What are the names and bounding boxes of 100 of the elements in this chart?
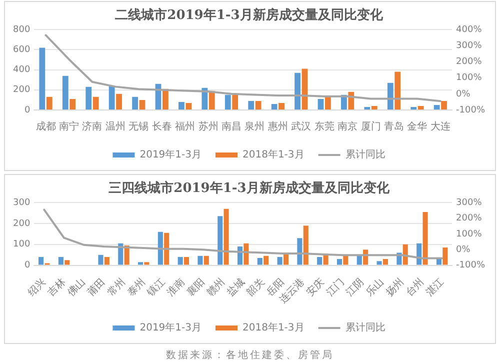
y-tick-label: 200 [12, 218, 30, 229]
y2-tick-label: 200% [456, 214, 482, 224]
bar [232, 94, 238, 110]
x-tick-label: 泉州 [244, 120, 265, 133]
x-tick-label: 青岛 [384, 120, 404, 133]
legend-label: 累计同比 [345, 148, 386, 161]
bar [434, 104, 440, 110]
x-tick-label: 南宁 [59, 120, 79, 133]
bar [224, 94, 231, 110]
chart-title: 三四线城市2019年1-3月新房成交量及同比变化 [108, 180, 390, 196]
bar [138, 262, 144, 265]
bar [324, 96, 331, 110]
bar [248, 100, 254, 110]
bar [255, 100, 262, 110]
y-tick-label: 300 [12, 198, 30, 208]
x-tick-label: 成都 [36, 120, 56, 133]
x-tick-label: 惠州 [266, 120, 288, 133]
legend-label: 2018年1-3月 [242, 322, 304, 334]
bar [303, 226, 308, 265]
bar [158, 232, 163, 265]
bar [118, 243, 124, 265]
bar [38, 256, 44, 265]
bar [418, 106, 424, 110]
chart-title: 二线城市2019年1-3月新房成交量及同比变化 [115, 7, 384, 24]
bar [318, 98, 324, 110]
bar [64, 260, 70, 265]
x-tick-label: 金华 [407, 120, 428, 133]
bar [387, 82, 394, 110]
bar [410, 106, 417, 110]
bar [104, 256, 110, 265]
bar [186, 102, 192, 110]
bar [343, 256, 348, 265]
y-tick-label: 800 [12, 24, 30, 35]
y-tick-label: 400 [12, 65, 30, 76]
bar [224, 208, 229, 265]
legend-label: 2018年1-3月 [242, 148, 304, 161]
x-tick-label: 佛山 [65, 276, 88, 299]
bar [297, 238, 302, 265]
bar [144, 262, 150, 265]
y-tick-label: 0 [24, 260, 30, 271]
x-tick-label: 厦门 [360, 120, 381, 133]
bar [132, 96, 138, 110]
y-tick-label: 600 [12, 45, 30, 56]
bar [92, 96, 99, 110]
legend-label: 累计同比 [345, 322, 386, 334]
bar [39, 48, 46, 110]
x-tick-label: 福州 [175, 120, 196, 133]
bar [382, 259, 388, 265]
bar [422, 212, 428, 265]
y2-tick-label: -100% [456, 105, 486, 116]
x-tick-label: 大连 [430, 120, 450, 133]
bar [208, 90, 215, 110]
y2-tick-label: 0% [456, 244, 471, 255]
bar [86, 86, 92, 110]
y2-tick-label: 400% [456, 24, 482, 35]
x-tick-label: 长春 [152, 120, 172, 133]
bar [204, 256, 209, 265]
source-note: 数据来源：各地住建委、房管局 [165, 348, 335, 362]
x-tick-label: 武汉 [291, 120, 312, 133]
y-tick-label: 200 [12, 85, 30, 96]
bar [277, 256, 282, 265]
y2-tick-label: -100% [456, 260, 486, 271]
bar [441, 100, 447, 110]
x-tick-label: 南昌 [221, 120, 242, 133]
bar [139, 100, 146, 110]
bar [371, 106, 378, 110]
bar [198, 256, 203, 265]
y-tick-label: 100 [12, 240, 30, 250]
x-tick-label: 济南 [82, 120, 102, 133]
bar [356, 256, 362, 265]
y2-tick-label: 100% [456, 229, 482, 240]
bar [442, 248, 448, 265]
legend-label: 2019年1-3月 [140, 148, 202, 161]
bar [184, 256, 190, 265]
bar [178, 256, 183, 265]
y2-tick-label: 0% [456, 89, 471, 100]
bar [58, 256, 64, 265]
bar [178, 102, 184, 110]
bar [70, 98, 76, 110]
bar [416, 243, 422, 265]
bar [394, 72, 401, 110]
bar [278, 102, 284, 110]
x-tick-label: 襄阳 [184, 276, 208, 299]
bar [257, 258, 262, 265]
x-tick-label: 莆田 [85, 276, 108, 299]
y2-tick-label: 100% [456, 73, 482, 84]
y2-tick-label: 300% [456, 198, 482, 208]
x-tick-label: 乐山 [364, 276, 386, 299]
bar [336, 259, 342, 265]
bar [62, 76, 68, 110]
bar [164, 232, 170, 265]
x-tick-label: 无锡 [128, 122, 149, 133]
bar [376, 261, 382, 265]
y-tick-label: 0 [24, 105, 30, 116]
x-tick-label: 苏州 [198, 120, 218, 133]
x-tick-label: 东莞 [314, 120, 334, 133]
bar [436, 259, 442, 265]
bar [244, 243, 249, 265]
bar [46, 96, 52, 110]
bar [317, 256, 322, 265]
